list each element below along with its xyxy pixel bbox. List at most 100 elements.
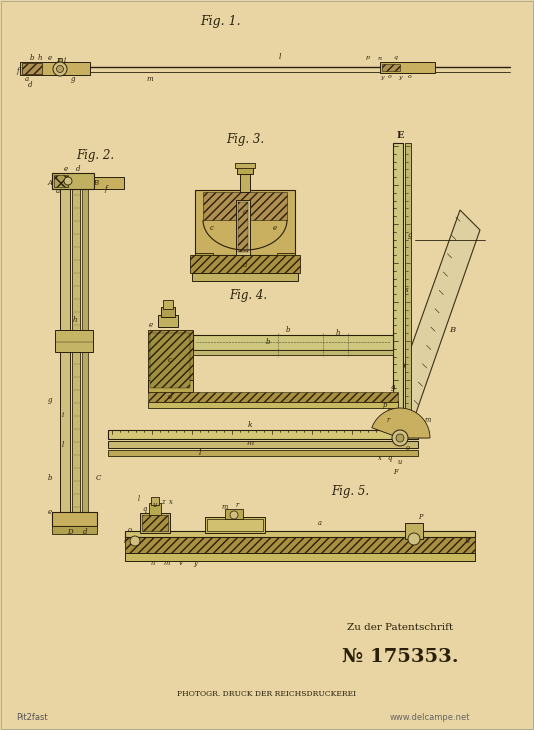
Polygon shape bbox=[388, 210, 480, 430]
Bar bbox=[125, 553, 475, 561]
Text: r: r bbox=[235, 501, 239, 509]
Bar bbox=[205, 517, 265, 533]
Text: z: z bbox=[161, 498, 165, 506]
Bar bbox=[58, 58, 62, 66]
Text: q: q bbox=[393, 55, 397, 61]
Bar bbox=[193, 335, 393, 350]
Text: x: x bbox=[378, 454, 382, 462]
Text: B: B bbox=[93, 179, 99, 187]
Text: D: D bbox=[67, 528, 73, 536]
Text: o: o bbox=[406, 444, 410, 452]
Text: a: a bbox=[243, 208, 247, 216]
Text: q: q bbox=[388, 454, 392, 462]
Text: r: r bbox=[387, 416, 390, 424]
Bar bbox=[94, 177, 124, 189]
Bar bbox=[140, 513, 170, 533]
Bar bbox=[149, 503, 161, 515]
Text: k: k bbox=[248, 421, 252, 429]
Text: l: l bbox=[199, 449, 201, 457]
Text: p: p bbox=[383, 401, 387, 409]
Text: g: g bbox=[48, 396, 52, 404]
Text: u: u bbox=[398, 458, 402, 466]
Text: B: B bbox=[465, 537, 469, 545]
Circle shape bbox=[396, 434, 404, 442]
Text: b: b bbox=[266, 338, 270, 346]
Text: h: h bbox=[336, 329, 340, 337]
Bar bbox=[225, 509, 243, 519]
Text: n: n bbox=[151, 559, 155, 567]
Text: e: e bbox=[48, 508, 52, 516]
Bar bbox=[151, 497, 159, 505]
Bar bbox=[72, 185, 80, 520]
Text: e: e bbox=[64, 165, 68, 173]
Bar bbox=[148, 380, 193, 392]
Text: e: e bbox=[149, 321, 153, 329]
Text: l: l bbox=[62, 441, 64, 449]
Text: l: l bbox=[124, 537, 126, 545]
Bar bbox=[192, 273, 298, 281]
Text: d: d bbox=[168, 393, 172, 401]
Bar bbox=[108, 430, 418, 439]
Text: l: l bbox=[279, 53, 281, 61]
Text: q: q bbox=[143, 505, 147, 513]
Text: p: p bbox=[366, 55, 370, 61]
Bar bbox=[195, 253, 213, 263]
Bar bbox=[405, 523, 423, 539]
Bar bbox=[52, 526, 97, 534]
Bar bbox=[236, 200, 250, 255]
Text: m: m bbox=[164, 559, 170, 567]
Bar bbox=[158, 315, 178, 327]
Text: o: o bbox=[408, 74, 412, 80]
Text: m: m bbox=[246, 439, 254, 447]
Bar bbox=[382, 64, 400, 71]
Text: c: c bbox=[210, 224, 214, 232]
Text: a: a bbox=[25, 75, 29, 83]
Text: Zu der Patentschrift: Zu der Patentschrift bbox=[347, 623, 453, 632]
Bar bbox=[60, 185, 70, 520]
Text: v: v bbox=[179, 559, 183, 567]
Text: y: y bbox=[193, 559, 197, 567]
Text: A: A bbox=[48, 179, 52, 187]
Text: Fig. 2.: Fig. 2. bbox=[76, 148, 114, 161]
Bar bbox=[52, 512, 97, 526]
Text: C: C bbox=[95, 474, 101, 482]
Bar bbox=[125, 531, 475, 537]
Text: b: b bbox=[48, 474, 52, 482]
Bar bbox=[393, 143, 403, 430]
Text: b: b bbox=[30, 54, 34, 62]
Bar bbox=[148, 402, 398, 408]
Circle shape bbox=[64, 177, 72, 185]
Text: e: e bbox=[48, 54, 52, 62]
Text: d: d bbox=[76, 165, 80, 173]
Text: a: a bbox=[56, 187, 60, 195]
Bar bbox=[82, 185, 88, 520]
Bar bbox=[380, 62, 435, 73]
Bar bbox=[238, 202, 248, 252]
Bar bbox=[20, 62, 90, 75]
Text: Pit2fast: Pit2fast bbox=[16, 713, 48, 723]
Bar bbox=[161, 307, 175, 317]
Text: b: b bbox=[286, 326, 290, 334]
Bar bbox=[193, 350, 393, 355]
Text: № 175353.: № 175353. bbox=[342, 648, 458, 666]
Bar bbox=[163, 300, 173, 309]
Text: F: F bbox=[392, 468, 397, 476]
Circle shape bbox=[130, 536, 140, 546]
Circle shape bbox=[230, 511, 238, 519]
Text: i: i bbox=[64, 56, 66, 64]
Text: o: o bbox=[388, 74, 392, 80]
Text: P: P bbox=[418, 513, 422, 521]
Bar bbox=[240, 170, 250, 192]
Bar bbox=[108, 450, 418, 456]
Text: Fig. 1.: Fig. 1. bbox=[200, 15, 240, 28]
Bar bbox=[150, 333, 190, 388]
Text: f: f bbox=[17, 67, 19, 75]
Bar bbox=[190, 255, 300, 273]
Text: i: i bbox=[62, 411, 64, 419]
Text: m: m bbox=[222, 503, 228, 511]
Bar bbox=[22, 63, 42, 74]
Text: f: f bbox=[105, 185, 107, 193]
Text: Fig. 5.: Fig. 5. bbox=[331, 485, 369, 499]
Bar bbox=[148, 330, 193, 390]
Text: d: d bbox=[243, 261, 247, 269]
